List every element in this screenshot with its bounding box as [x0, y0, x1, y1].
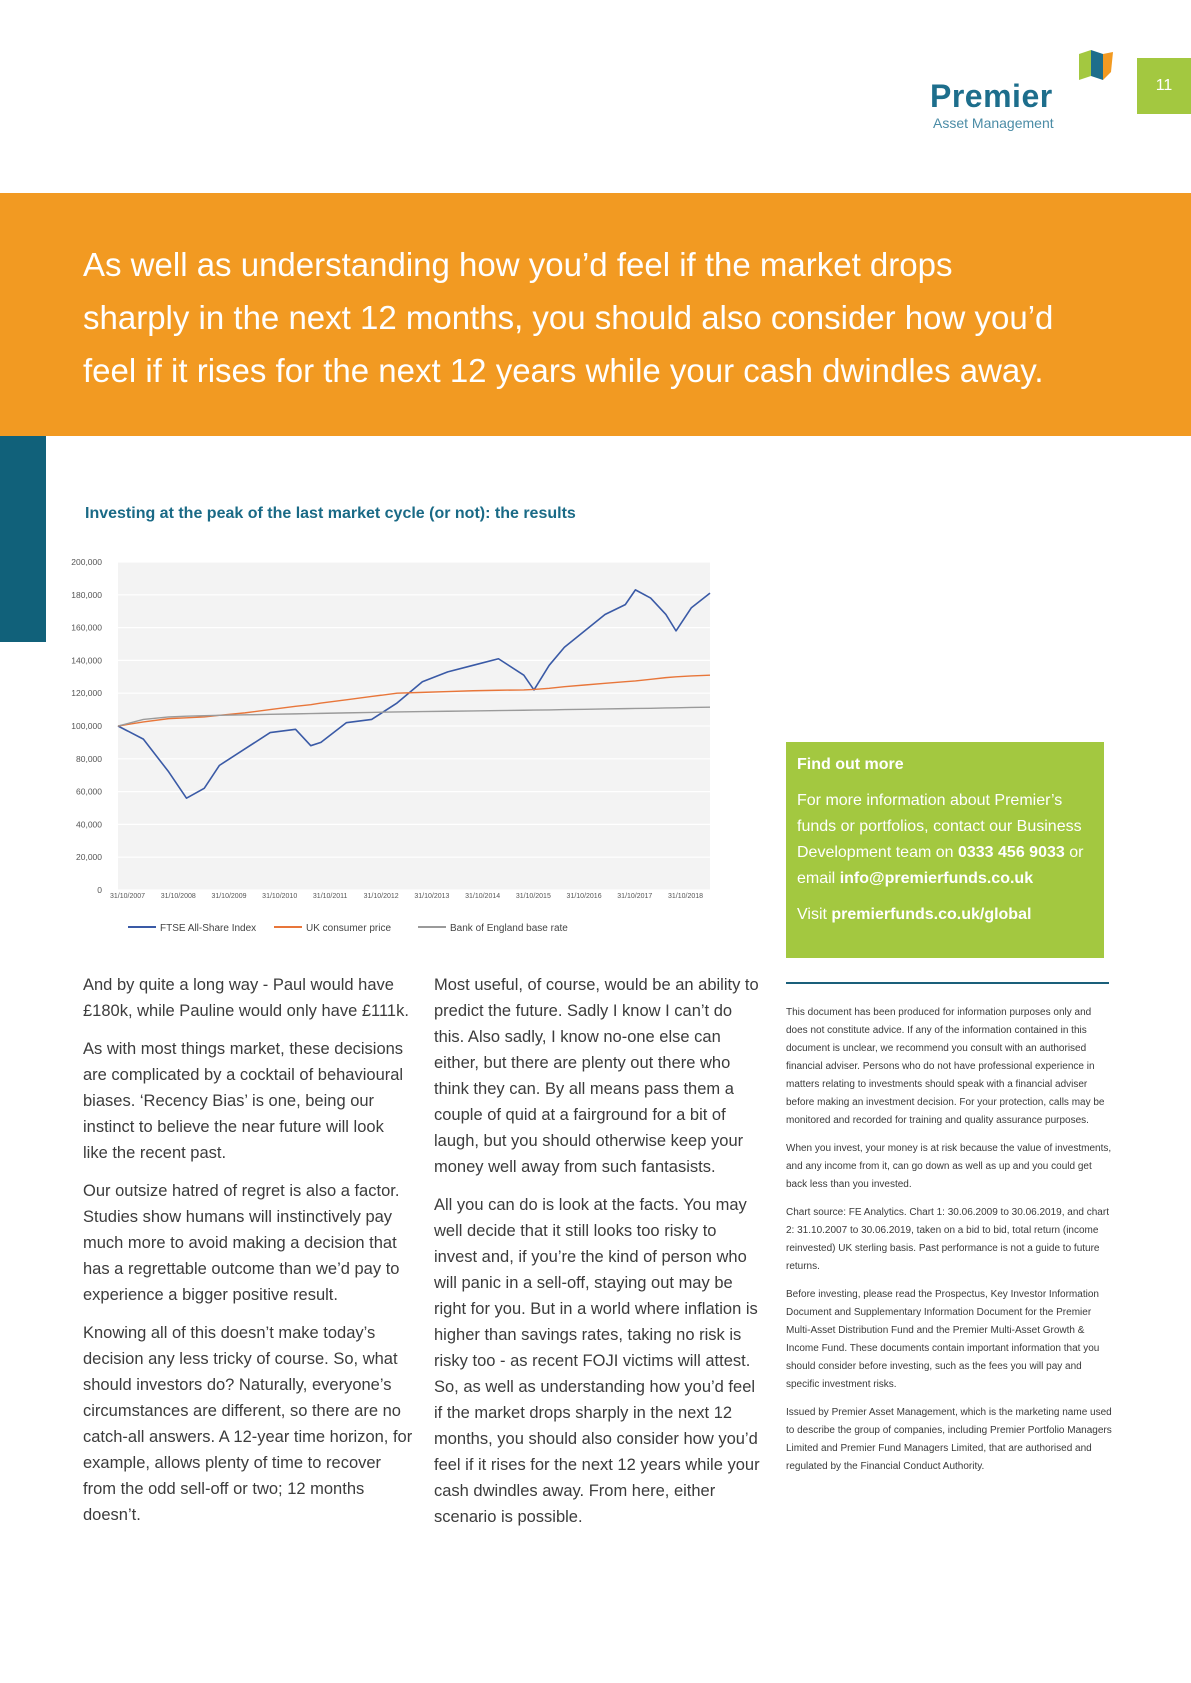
body-paragraph: Knowing all of this doesn’t make today’s…: [83, 1324, 413, 1524]
disclaimer-paragraph: Issued by Premier Asset Management, whic…: [786, 1407, 1112, 1472]
headline-text: As well as understanding how you’d feel …: [83, 238, 1163, 397]
x-tick-label: 31/10/2008: [161, 893, 196, 900]
y-tick-label: 0: [97, 885, 102, 895]
x-tick-label: 31/10/2015: [516, 893, 551, 900]
x-tick-label: 31/10/2014: [465, 893, 500, 900]
body-paragraph: As with most things market, these decisi…: [83, 1040, 404, 1162]
x-tick-label: 31/10/2007: [110, 893, 145, 900]
x-tick-label: 31/10/2011: [313, 893, 348, 900]
body-paragraph: Our outsize hatred of regret is also a f…: [83, 1182, 400, 1304]
series-line: [117, 589, 711, 799]
legend-label: FTSE All-Share Index: [160, 923, 256, 934]
logo-tagline: Asset Management: [933, 115, 1054, 131]
chart-title: Investing at the peak of the last market…: [85, 505, 576, 522]
legend-label: Bank of England base rate: [450, 923, 568, 934]
headline-line: feel if it rises for the next 12 years w…: [83, 352, 1044, 389]
y-tick-label: 140,000: [71, 655, 102, 665]
x-tick-label: 31/10/2016: [567, 893, 602, 900]
contact-text: For more information about Premier’s fun…: [797, 792, 1082, 861]
disclaimer-paragraph: Chart source: FE Analytics. Chart 1: 30.…: [786, 1207, 1109, 1272]
y-tick-label: 20,000: [76, 852, 102, 862]
x-tick-label: 31/10/2013: [414, 893, 449, 900]
email-link[interactable]: info@premierfunds.co.uk: [839, 870, 1034, 887]
disclaimer-paragraph: Before investing, please read the Prospe…: [786, 1289, 1100, 1390]
y-tick-label: 60,000: [76, 787, 102, 797]
contact-text: or email: [797, 844, 1084, 887]
visit-paragraph: Visit premierfunds.co.uk/global: [797, 902, 1093, 928]
y-tick-label: 80,000: [76, 754, 102, 764]
legend-label: UK consumer price: [306, 923, 391, 934]
website-link[interactable]: premierfunds.co.uk/global: [831, 906, 1032, 923]
y-tick-label: 40,000: [76, 819, 102, 829]
y-tick-label: 120,000: [71, 688, 102, 698]
x-tick-label: 31/10/2010: [262, 893, 297, 900]
logo-wordmark: Premier: [930, 78, 1053, 114]
body-paragraph: All you can do is look at the facts. You…: [434, 1196, 760, 1526]
headline-line: As well as understanding how you’d feel …: [83, 246, 953, 283]
y-tick-label: 200,000: [71, 557, 102, 567]
series-line: [117, 706, 711, 727]
body-column-2: Most useful, of course, would be an abil…: [434, 972, 764, 1542]
find-out-more-heading: Find out more: [797, 756, 904, 773]
body-paragraph: Most useful, of course, would be an abil…: [434, 976, 759, 1176]
x-tick-label: 31/10/2018: [668, 893, 703, 900]
find-out-more-box: Find out more For more information about…: [786, 742, 1104, 958]
y-tick-label: 180,000: [71, 590, 102, 600]
body-column-1: And by quite a long way - Paul would hav…: [83, 972, 413, 1540]
disclaimer-paragraph: When you invest, your money is at risk b…: [786, 1143, 1112, 1190]
visit-label: Visit: [797, 906, 832, 923]
premier-logo-mark-icon: [1079, 50, 1113, 80]
headline-line: sharply in the next 12 months, you shoul…: [83, 299, 1054, 336]
contact-paragraph: For more information about Premier’s fun…: [797, 788, 1093, 892]
side-accent-bar: [0, 436, 46, 642]
x-tick-label: 31/10/2017: [617, 893, 652, 900]
y-tick-label: 160,000: [71, 623, 102, 633]
page-number: 11: [1137, 58, 1191, 114]
headline-banner: [0, 193, 1191, 436]
disclaimer-paragraph: This document has been produced for info…: [786, 1007, 1105, 1126]
disclaimer: This document has been produced for info…: [786, 1004, 1112, 1486]
divider: [786, 982, 1109, 984]
x-tick-label: 31/10/2012: [364, 893, 399, 900]
x-tick-label: 31/10/2009: [211, 893, 246, 900]
phone-number[interactable]: 0333 456 9033: [957, 844, 1065, 861]
body-paragraph: And by quite a long way - Paul would hav…: [83, 976, 409, 1020]
performance-line-chart: 0 20,000 40,000 60,000 80,000 100,000 120,000 1…: [71, 557, 711, 934]
y-tick-label: 100,000: [71, 721, 102, 731]
